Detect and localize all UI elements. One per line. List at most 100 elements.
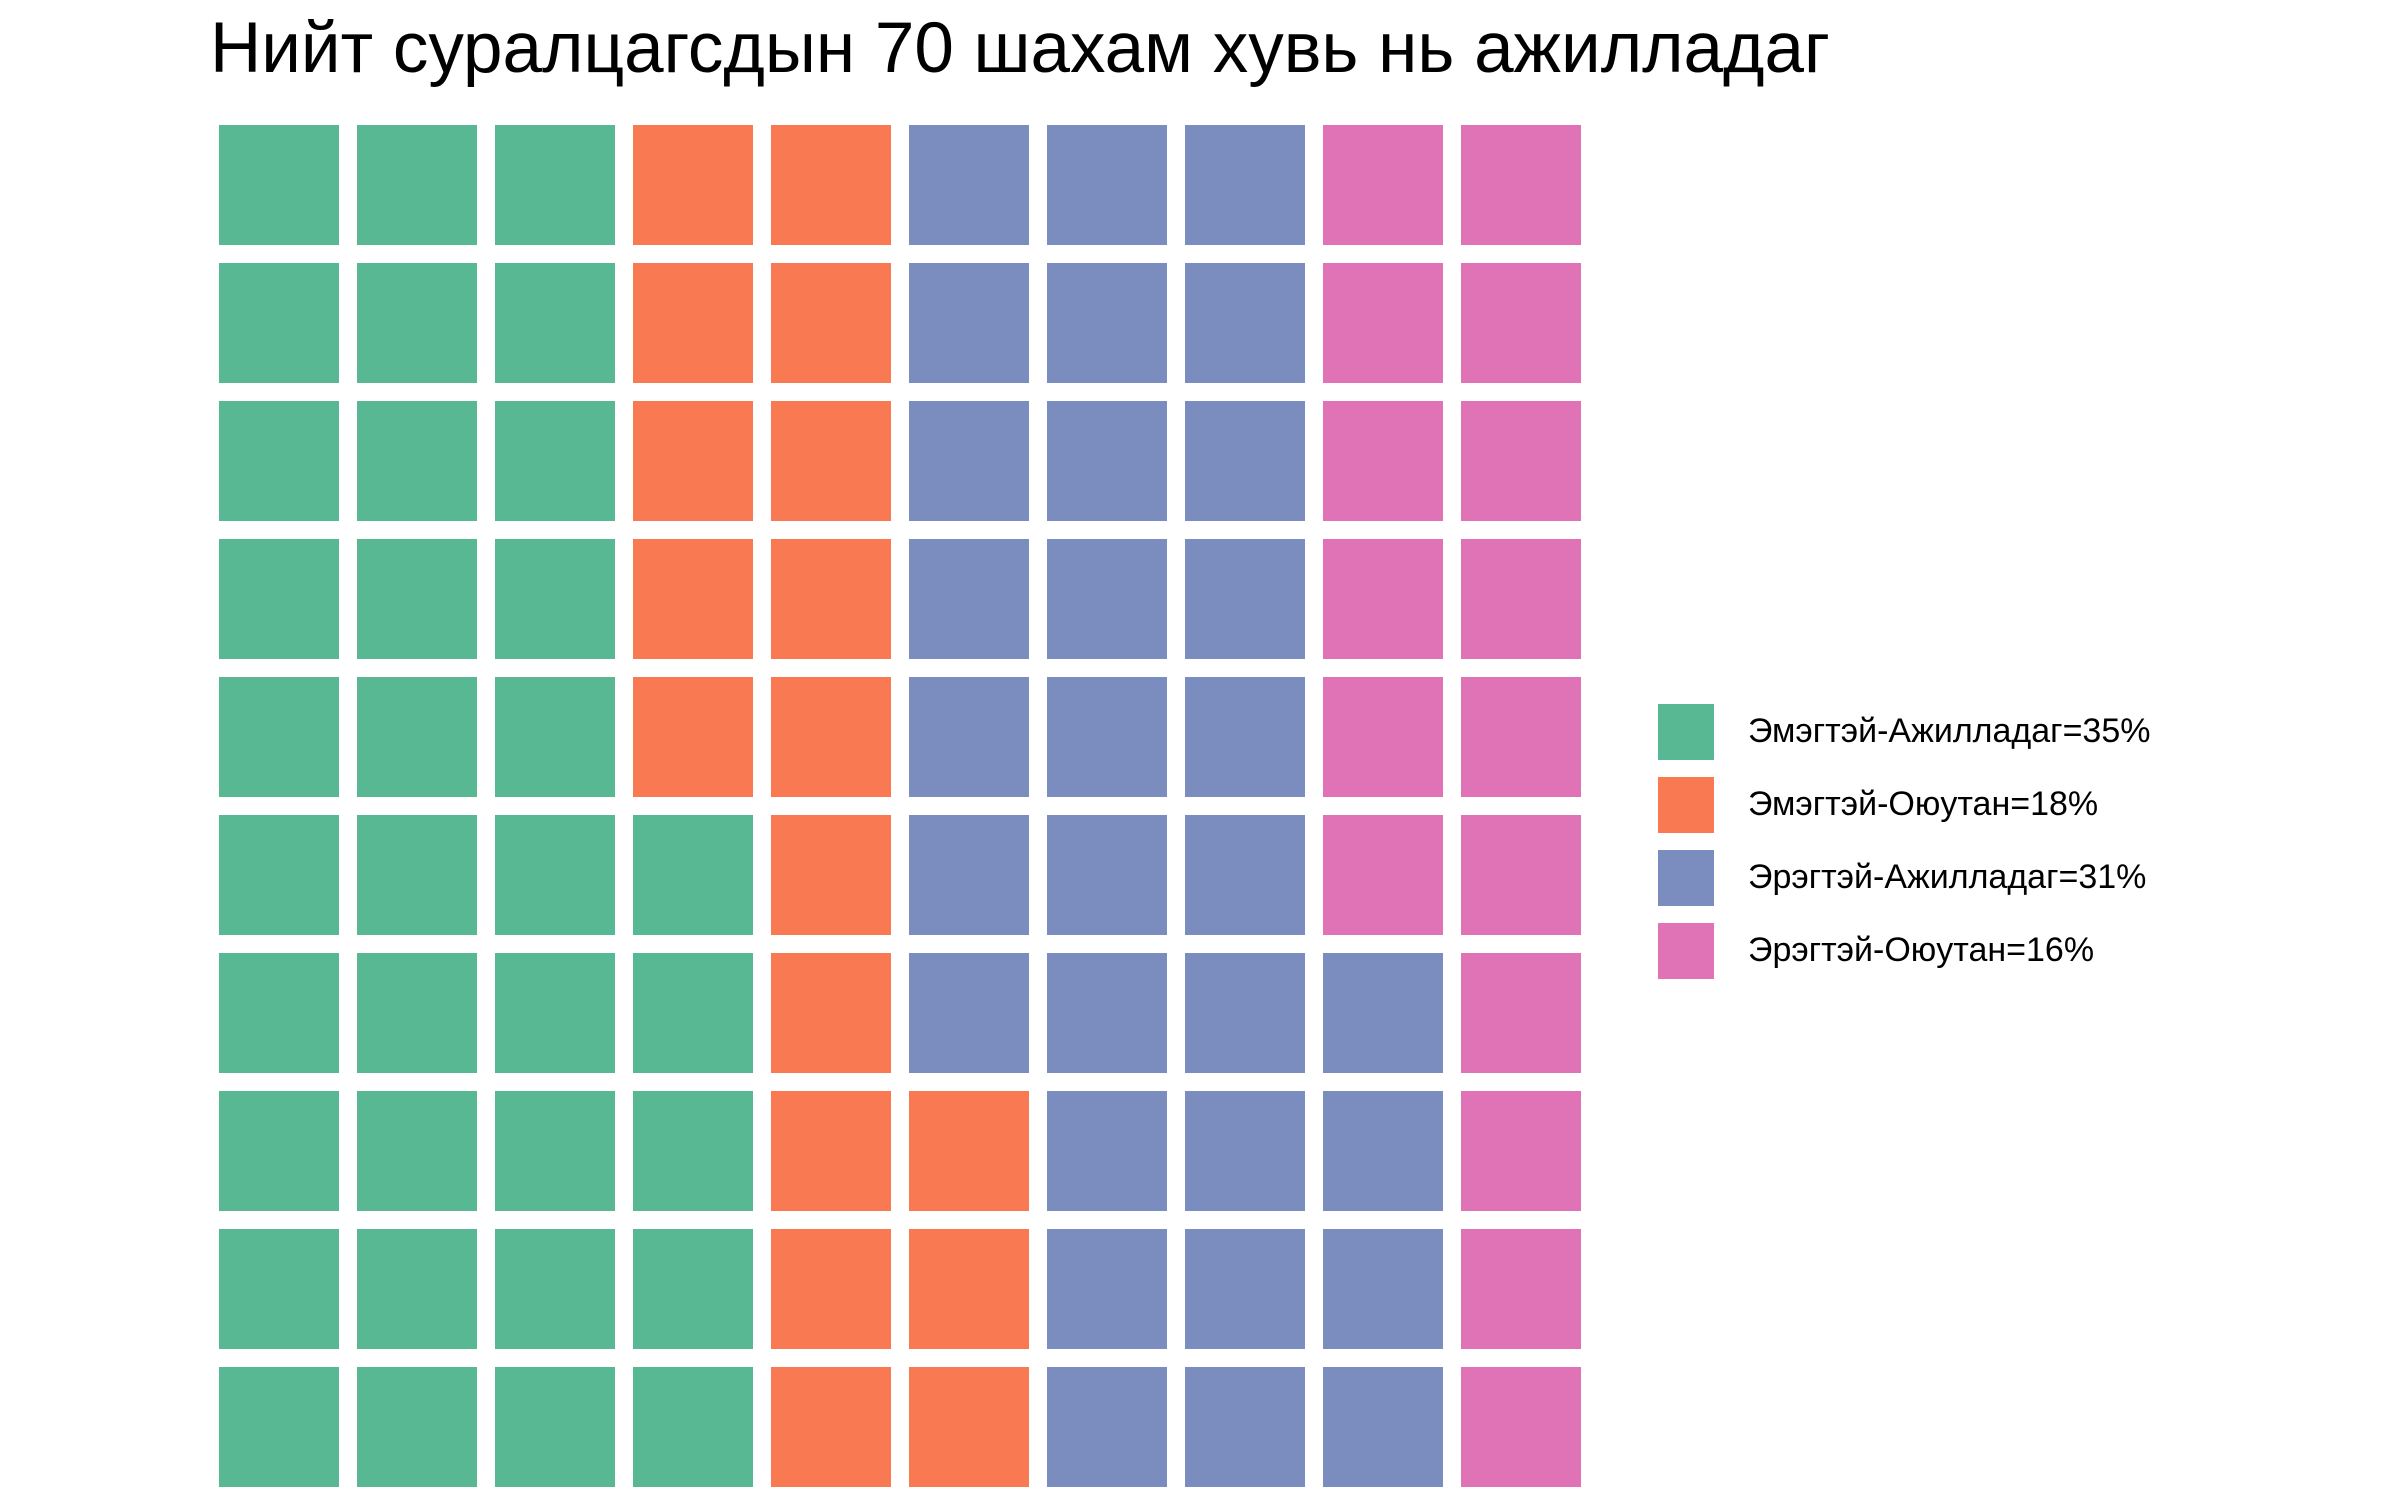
waffle-cell-77	[1185, 539, 1305, 659]
waffle-cell-29	[495, 263, 615, 383]
waffle-cell-62	[1047, 1229, 1167, 1349]
waffle-cell-94	[1461, 953, 1581, 1073]
waffle-cell-51	[909, 1367, 1029, 1487]
waffle-cell-20	[357, 125, 477, 245]
waffle-cell-75	[1185, 815, 1305, 935]
waffle-cell-99	[1461, 263, 1581, 383]
waffle-cell-38	[633, 401, 753, 521]
waffle-cell-21	[495, 1367, 615, 1487]
waffle-cell-22	[495, 1229, 615, 1349]
waffle-cell-6	[219, 677, 339, 797]
legend-label: Эрэгтэй-Ажилладаг=31%	[1748, 858, 2147, 896]
waffle-cell-82	[1323, 1229, 1443, 1349]
waffle-cell-96	[1461, 677, 1581, 797]
waffle-cell-63	[1047, 1091, 1167, 1211]
waffle-cell-30	[495, 125, 615, 245]
waffle-cell-66	[1047, 677, 1167, 797]
waffle-cell-47	[771, 539, 891, 659]
waffle-cell-41	[771, 1367, 891, 1487]
waffle-cell-78	[1185, 401, 1305, 521]
waffle-cell-83	[1323, 1091, 1443, 1211]
legend-item: Эмэгтэй-Оюутан=18%	[1658, 768, 2150, 841]
chart-title: Нийт суралцагсдын 70 шахам хувь нь ажилл…	[210, 9, 1830, 88]
waffle-cell-4	[219, 953, 339, 1073]
waffle-cell-91	[1461, 1367, 1581, 1487]
waffle-cell-32	[633, 1229, 753, 1349]
waffle-cell-54	[909, 953, 1029, 1073]
waffle-cell-8	[219, 401, 339, 521]
waffle-cell-56	[909, 677, 1029, 797]
waffle-cell-34	[633, 953, 753, 1073]
waffle-cell-10	[219, 125, 339, 245]
waffle-cell-49	[771, 263, 891, 383]
waffle-cell-44	[771, 953, 891, 1073]
legend-item: Эмэгтэй-Ажилладаг=35%	[1658, 695, 2150, 768]
waffle-cell-86	[1323, 677, 1443, 797]
waffle-cell-90	[1323, 125, 1443, 245]
waffle-cell-42	[771, 1229, 891, 1349]
waffle-cell-68	[1047, 401, 1167, 521]
legend-item: Эрэгтэй-Оюутан=16%	[1658, 914, 2150, 987]
waffle-cell-72	[1185, 1229, 1305, 1349]
waffle-cell-80	[1185, 125, 1305, 245]
waffle-cell-31	[633, 1367, 753, 1487]
legend-label: Эмэгтэй-Ажилладаг=35%	[1748, 712, 2151, 750]
waffle-cell-93	[1461, 1091, 1581, 1211]
legend-item: Эрэгтэй-Ажилладаг=31%	[1658, 841, 2150, 914]
waffle-cell-85	[1323, 815, 1443, 935]
waffle-cell-2	[219, 1229, 339, 1349]
waffle-cell-37	[633, 539, 753, 659]
waffle-cell-100	[1461, 125, 1581, 245]
waffle-cell-40	[633, 125, 753, 245]
waffle-cell-13	[357, 1091, 477, 1211]
waffle-cell-58	[909, 401, 1029, 521]
waffle-cell-19	[357, 263, 477, 383]
waffle-cell-3	[219, 1091, 339, 1211]
waffle-chart	[219, 125, 1581, 1487]
waffle-cell-33	[633, 1091, 753, 1211]
waffle-cell-53	[909, 1091, 1029, 1211]
waffle-cell-45	[771, 815, 891, 935]
waffle-cell-70	[1047, 125, 1167, 245]
legend-swatch	[1658, 776, 1714, 833]
waffle-cell-52	[909, 1229, 1029, 1349]
waffle-cell-9	[219, 263, 339, 383]
waffle-cell-71	[1185, 1367, 1305, 1487]
waffle-cell-57	[909, 539, 1029, 659]
waffle-cell-87	[1323, 539, 1443, 659]
waffle-cell-18	[357, 401, 477, 521]
waffle-cell-88	[1323, 401, 1443, 521]
waffle-cell-23	[495, 1091, 615, 1211]
waffle-cell-55	[909, 815, 1029, 935]
waffle-cell-12	[357, 1229, 477, 1349]
waffle-cell-1	[219, 1367, 339, 1487]
waffle-cell-17	[357, 539, 477, 659]
waffle-cell-89	[1323, 263, 1443, 383]
waffle-cell-16	[357, 677, 477, 797]
waffle-cell-95	[1461, 815, 1581, 935]
legend: Эмэгтэй-Ажилладаг=35% Эмэгтэй-Оюутан=18% Э…	[1658, 695, 2150, 987]
waffle-cell-50	[771, 125, 891, 245]
waffle-cell-84	[1323, 953, 1443, 1073]
waffle-cell-14	[357, 953, 477, 1073]
waffle-cell-81	[1323, 1367, 1443, 1487]
legend-swatch	[1658, 849, 1714, 906]
legend-swatch	[1658, 922, 1714, 979]
waffle-cell-67	[1047, 539, 1167, 659]
waffle-cell-28	[495, 401, 615, 521]
waffle-cell-39	[633, 263, 753, 383]
waffle-cell-69	[1047, 263, 1167, 383]
waffle-cell-36	[633, 677, 753, 797]
waffle-cell-24	[495, 953, 615, 1073]
waffle-cell-79	[1185, 263, 1305, 383]
waffle-cell-25	[495, 815, 615, 935]
waffle-cell-61	[1047, 1367, 1167, 1487]
waffle-cell-43	[771, 1091, 891, 1211]
waffle-cell-35	[633, 815, 753, 935]
legend-label: Эмэгтэй-Оюутан=18%	[1748, 785, 2099, 823]
waffle-cell-74	[1185, 953, 1305, 1073]
waffle-cell-92	[1461, 1229, 1581, 1349]
waffle-cell-98	[1461, 401, 1581, 521]
waffle-cell-15	[357, 815, 477, 935]
waffle-cell-7	[219, 539, 339, 659]
